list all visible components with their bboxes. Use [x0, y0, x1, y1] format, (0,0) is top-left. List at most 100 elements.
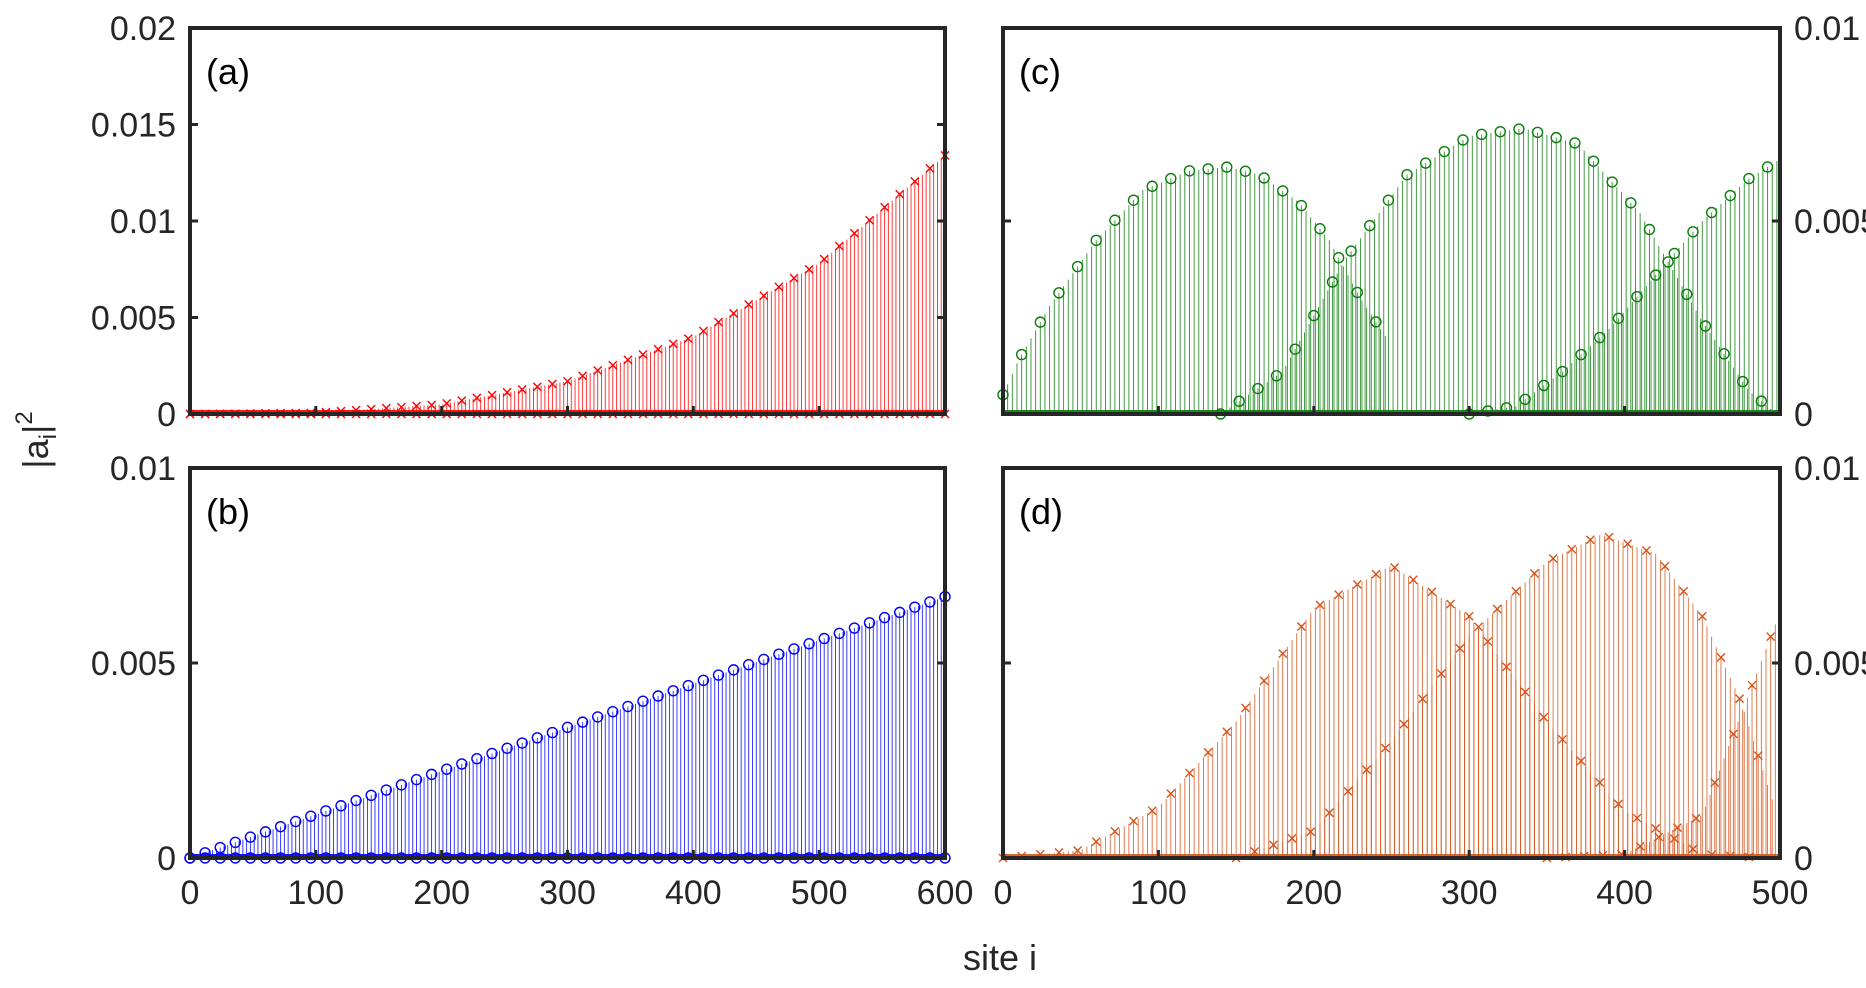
- x-tick-label: 200: [413, 874, 470, 912]
- data-point: [412, 401, 421, 411]
- data-point: [1604, 532, 1614, 542]
- data-point: [1492, 604, 1502, 614]
- data-point: [667, 685, 679, 697]
- data-point: [819, 254, 829, 264]
- data-point: [1567, 544, 1577, 554]
- data-point: [758, 653, 770, 666]
- panel-c: 0 0.005 0.01 (c): [997, 10, 1866, 434]
- data-point: [563, 376, 572, 386]
- data-point: [637, 695, 649, 707]
- data-point: [561, 721, 574, 734]
- x-tick-label: 600: [917, 874, 974, 912]
- data-point: [1240, 703, 1250, 713]
- data-point: [547, 379, 557, 389]
- data-point: [1370, 316, 1382, 328]
- data-point: [1380, 743, 1390, 753]
- data-point: [516, 737, 528, 749]
- data-point: [1662, 256, 1674, 268]
- data-point: [818, 632, 830, 645]
- x-axis-label: site i: [963, 937, 1037, 978]
- data-point: [652, 690, 664, 702]
- y-tick-label: 0.005: [91, 300, 176, 338]
- data-point: [471, 753, 483, 765]
- y-tick-label: 0: [157, 840, 176, 878]
- data-point: [320, 805, 332, 817]
- data-point: [1278, 649, 1288, 659]
- data-point: [1073, 846, 1083, 856]
- data-point: [1343, 786, 1353, 796]
- data-point: [803, 638, 815, 650]
- y-tick-label: 0.005: [1794, 645, 1866, 683]
- data-point: [1166, 789, 1176, 799]
- data-point: [502, 387, 512, 397]
- data-point: [1585, 535, 1595, 545]
- data-point: [1418, 694, 1428, 704]
- y-tick-label: 0.02: [110, 10, 176, 48]
- y-tick-label: 0.01: [110, 450, 176, 488]
- data-point: [1296, 622, 1306, 631]
- data-point: [729, 308, 739, 318]
- data-point: [880, 202, 890, 212]
- data-point: [1147, 806, 1157, 816]
- data-point: [229, 836, 242, 849]
- y-tick-label: 0.01: [1794, 10, 1860, 48]
- data-point: [910, 176, 920, 186]
- data-point: [834, 241, 844, 251]
- series-arch-1: [997, 161, 1386, 414]
- y-tick-label: 0.01: [1794, 450, 1860, 488]
- data-point: [1221, 161, 1233, 173]
- data-point: [365, 789, 377, 801]
- data-point: [350, 794, 362, 807]
- data-point: [1606, 176, 1618, 188]
- data-point: [1587, 155, 1600, 167]
- x-tick-label: 0: [994, 874, 1013, 912]
- data-point: [1408, 575, 1418, 585]
- series-dense: [185, 150, 950, 419]
- data-point: [1464, 611, 1474, 621]
- data-point: [1728, 729, 1738, 739]
- data-point: [1625, 197, 1637, 209]
- data-point: [743, 658, 755, 671]
- data-point: [501, 742, 513, 754]
- data-point: [532, 382, 542, 392]
- data-point: [1635, 841, 1645, 851]
- data-point: [895, 189, 905, 199]
- data-point: [1699, 320, 1712, 332]
- data-point: [683, 334, 693, 344]
- data-point: [395, 779, 408, 791]
- data-point: [1427, 587, 1437, 597]
- data-point: [878, 611, 891, 624]
- data-point: [457, 396, 467, 406]
- series-dense: [184, 591, 951, 864]
- data-point: [698, 326, 708, 336]
- data-point: [1110, 826, 1120, 836]
- data-point: [848, 622, 861, 634]
- data-point: [638, 350, 648, 360]
- data-point: [1755, 395, 1768, 407]
- data-point: [788, 643, 800, 655]
- data-point: [305, 810, 317, 822]
- data-point: [1436, 669, 1446, 679]
- data-point: [863, 617, 876, 629]
- data-point: [1239, 165, 1252, 177]
- data-point: [1716, 652, 1726, 662]
- data-point: [833, 627, 845, 639]
- data-point: [1446, 599, 1456, 609]
- data-point: [1643, 223, 1656, 236]
- axes-box: [1001, 466, 1782, 860]
- data-point: [290, 815, 302, 828]
- data-point: [1324, 808, 1334, 818]
- data-point: [1315, 600, 1325, 610]
- x-tick-label: 100: [287, 874, 344, 912]
- data-point: [789, 273, 799, 283]
- data-point: [1672, 823, 1682, 833]
- series-arch-3: [1463, 161, 1778, 420]
- data-point: [1332, 251, 1345, 264]
- data-point: [472, 393, 482, 403]
- x-tick-label: 200: [1285, 874, 1342, 912]
- data-point: [593, 366, 603, 376]
- data-point: [924, 596, 936, 608]
- x-tick-label: 100: [1130, 874, 1187, 912]
- data-point: [259, 826, 272, 838]
- y-tick-label: 0.01: [110, 203, 176, 241]
